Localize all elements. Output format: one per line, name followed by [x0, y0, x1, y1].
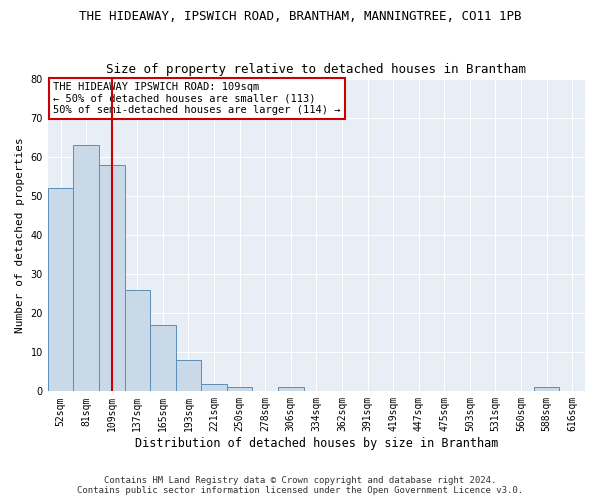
Bar [150, 325, 176, 392]
Bar [278, 388, 304, 392]
Bar [99, 164, 125, 392]
Bar [534, 388, 559, 392]
Bar [48, 188, 73, 392]
Title: Size of property relative to detached houses in Brantham: Size of property relative to detached ho… [106, 63, 526, 76]
Y-axis label: Number of detached properties: Number of detached properties [15, 137, 25, 333]
X-axis label: Distribution of detached houses by size in Brantham: Distribution of detached houses by size … [135, 437, 498, 450]
Bar [176, 360, 201, 392]
Bar [73, 145, 99, 392]
Text: THE HIDEAWAY, IPSWICH ROAD, BRANTHAM, MANNINGTREE, CO11 1PB: THE HIDEAWAY, IPSWICH ROAD, BRANTHAM, MA… [79, 10, 521, 23]
Text: Contains HM Land Registry data © Crown copyright and database right 2024.
Contai: Contains HM Land Registry data © Crown c… [77, 476, 523, 495]
Bar [201, 384, 227, 392]
Bar [125, 290, 150, 392]
Bar [227, 388, 253, 392]
Text: THE HIDEAWAY IPSWICH ROAD: 109sqm
← 50% of detached houses are smaller (113)
50%: THE HIDEAWAY IPSWICH ROAD: 109sqm ← 50% … [53, 82, 341, 115]
